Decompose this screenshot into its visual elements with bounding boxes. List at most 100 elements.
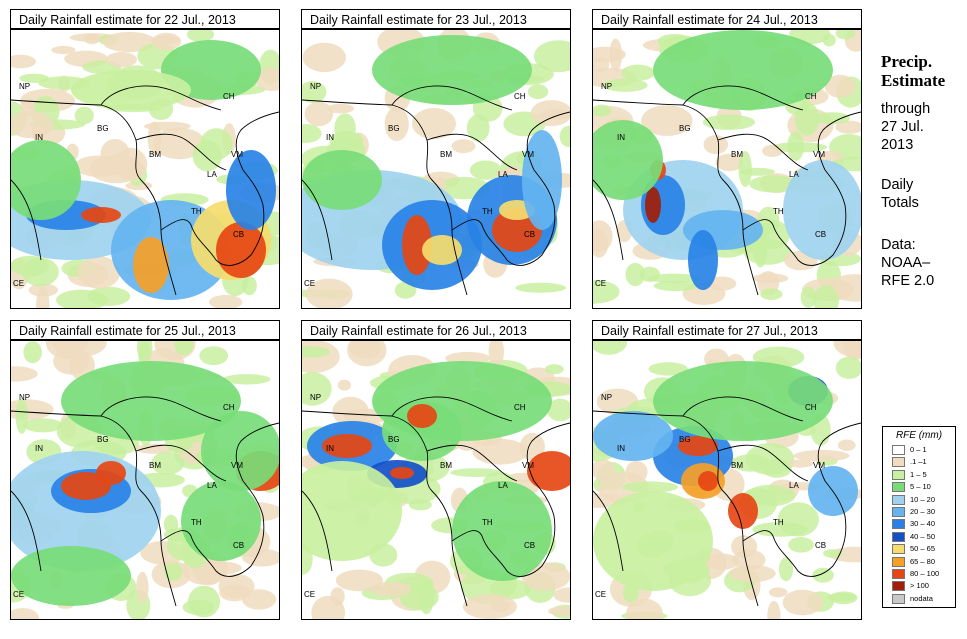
rain-cell xyxy=(547,398,570,422)
country-label-np: NP xyxy=(19,82,31,91)
country-label-bg: BG xyxy=(679,435,691,444)
country-label-ce: CE xyxy=(304,279,316,288)
rain-cell xyxy=(302,42,346,73)
border-line xyxy=(451,169,556,266)
rainfall-map[interactable]: NP IN BG BM CH LA VM TH CB CE xyxy=(301,29,571,309)
through-date-line-2: 2013 xyxy=(881,137,914,153)
legend-label: .1 –1 xyxy=(910,457,927,467)
rain-cell xyxy=(412,108,456,140)
legend-label: 0 – 1 xyxy=(910,445,927,454)
border-line xyxy=(817,111,861,171)
rain-cell xyxy=(20,98,35,117)
legend-label: 80 – 100 xyxy=(910,569,940,578)
border-line xyxy=(11,490,42,572)
country-label-bm: BM xyxy=(731,150,743,159)
country-label-ch: CH xyxy=(223,92,235,101)
rain-cell xyxy=(762,144,783,157)
rain-cell xyxy=(824,74,856,98)
rain-area xyxy=(11,140,81,220)
legend-swatch xyxy=(892,544,905,555)
legend-swatch xyxy=(892,593,905,604)
rain-cell xyxy=(625,598,663,619)
rain-cell xyxy=(813,285,839,308)
rain-cell xyxy=(609,38,623,72)
rain-cell xyxy=(778,557,794,582)
daily-line-1: Daily xyxy=(881,177,914,193)
border-line xyxy=(100,85,222,111)
rain-cell xyxy=(603,78,648,92)
rain-cell xyxy=(451,139,476,154)
rain-cell xyxy=(732,549,766,571)
border-line xyxy=(235,422,279,482)
rainfall-legend: RFE (mm) 0 – 1 .1 –1 1 – 5 5 – 10 10 – 20 20 … xyxy=(882,426,956,608)
rain-cell xyxy=(151,32,182,51)
country-label-la: LA xyxy=(789,170,799,179)
country-label-np: NP xyxy=(601,82,613,91)
country-label-ch: CH xyxy=(514,92,526,101)
rain-area xyxy=(61,361,241,441)
rain-cell xyxy=(527,84,549,100)
country-label-np: NP xyxy=(310,82,322,91)
rain-cell xyxy=(835,120,861,134)
rain-cell xyxy=(703,135,729,155)
rain-cell xyxy=(394,281,417,299)
rain-cell xyxy=(106,52,138,68)
country-label-ce: CE xyxy=(595,279,607,288)
legend-swatch xyxy=(892,482,905,493)
rain-cell xyxy=(335,569,383,592)
country-label-bm: BM xyxy=(440,461,452,470)
rainfall-map[interactable]: NP IN BG BM CH LA VM TH CB CE xyxy=(592,29,862,309)
through-date-line-1: 27 Jul. xyxy=(881,119,924,135)
country-label-cb: CB xyxy=(815,541,827,550)
rainfall-map[interactable]: NP IN BG BM CH LA VM TH CB CE xyxy=(301,340,571,620)
rainfall-map[interactable]: NP IN BG BM CH LA VM TH CB CE xyxy=(592,340,862,620)
border-line xyxy=(302,490,333,572)
legend-swatch xyxy=(892,445,905,455)
country-label-vm: VM xyxy=(522,461,534,470)
rain-area xyxy=(322,434,372,458)
rain-area xyxy=(402,215,432,275)
country-label-la: LA xyxy=(498,481,508,490)
daily-totals-text: Daily Totals xyxy=(881,176,919,212)
legend-title: RFE (mm) xyxy=(895,430,943,441)
rain-cell xyxy=(794,101,820,136)
rain-cell xyxy=(302,372,332,406)
legend-label: 10 – 20 xyxy=(910,494,936,504)
country-label-cb: CB xyxy=(815,230,827,239)
rainfall-map[interactable]: NP IN BG BM CH LA VM TH CB CE xyxy=(10,340,280,620)
border-line xyxy=(302,179,333,261)
rain-cell xyxy=(305,278,353,308)
rainfall-map-svg xyxy=(302,30,570,308)
country-label-la: LA xyxy=(207,481,217,490)
rain-cell xyxy=(835,356,861,379)
rain-cell xyxy=(370,581,412,597)
border-line xyxy=(742,480,847,577)
rain-cell xyxy=(593,341,628,355)
border-line xyxy=(235,111,279,171)
rain-cell xyxy=(187,585,221,618)
rain-cell xyxy=(418,578,435,615)
rain-cell xyxy=(812,567,834,583)
rain-cell xyxy=(835,30,856,40)
country-label-in: IN xyxy=(35,133,43,142)
precip-estimate-heading: Precip. Estimate xyxy=(881,52,945,90)
border-line xyxy=(11,410,177,607)
border-line xyxy=(160,480,265,577)
country-label-ce: CE xyxy=(595,590,607,599)
rain-cell xyxy=(625,262,646,287)
border-line xyxy=(391,85,513,111)
rain-area xyxy=(678,436,718,456)
legend-label: nodata xyxy=(910,593,933,603)
rainfall-map-svg xyxy=(593,341,861,619)
rain-cell xyxy=(153,127,206,160)
rain-area xyxy=(728,493,758,529)
border-line xyxy=(593,179,624,261)
border-line xyxy=(391,396,513,422)
rain-cell xyxy=(302,81,327,103)
rain-cell xyxy=(218,573,255,599)
rainfall-map[interactable]: NP IN BG BM CH LA VM TH CB CE xyxy=(10,29,280,309)
data-line-3: RFE 2.0 xyxy=(881,273,935,289)
rain-area xyxy=(407,404,437,428)
rain-area xyxy=(302,461,402,561)
country-label-ch: CH xyxy=(514,403,526,412)
